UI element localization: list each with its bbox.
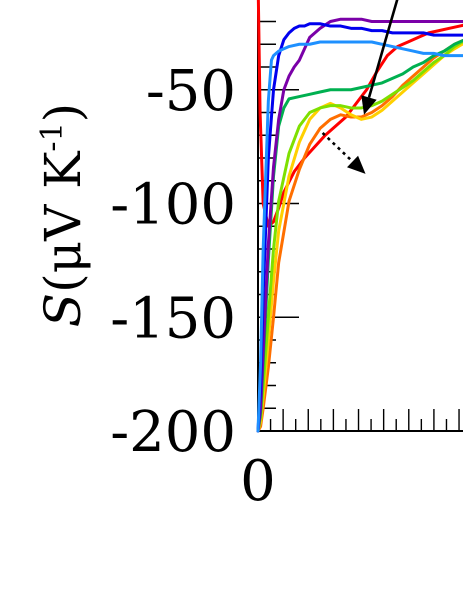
- series-line-2: [256, 38, 463, 433]
- y-tick-label: -100: [110, 173, 236, 238]
- y-axis-label-symbol: S: [34, 293, 92, 327]
- series-line-3: [256, 42, 463, 433]
- y-tick-label: 0: [200, 0, 236, 10]
- y-axis-label-unit: (μV K: [34, 150, 92, 293]
- y-axis-label: S(μV K-1): [34, 103, 92, 327]
- annotation-arrows: [321, 0, 399, 174]
- series-line-8: [256, 40, 463, 433]
- y-tick-label: -50: [146, 59, 236, 124]
- series-lines: [256, 0, 463, 433]
- annotation-arrow-shaft-1: [367, 0, 399, 98]
- y-tick-label: -150: [110, 286, 236, 351]
- series-line-4: [256, 39, 463, 433]
- y-axis-label-exponent: -1: [35, 122, 70, 151]
- series-line-6: [256, 17, 463, 433]
- y-axis-label-close: ): [34, 103, 92, 123]
- annotation-arrow-head-1: [361, 95, 377, 115]
- series-line-7: [256, 22, 463, 433]
- x-tick-label: 0: [240, 449, 276, 514]
- annotation-arrow-head-2: [347, 155, 366, 174]
- annotation-arrow-shaft-2: [321, 132, 354, 163]
- y-tick-label: -200: [110, 400, 236, 465]
